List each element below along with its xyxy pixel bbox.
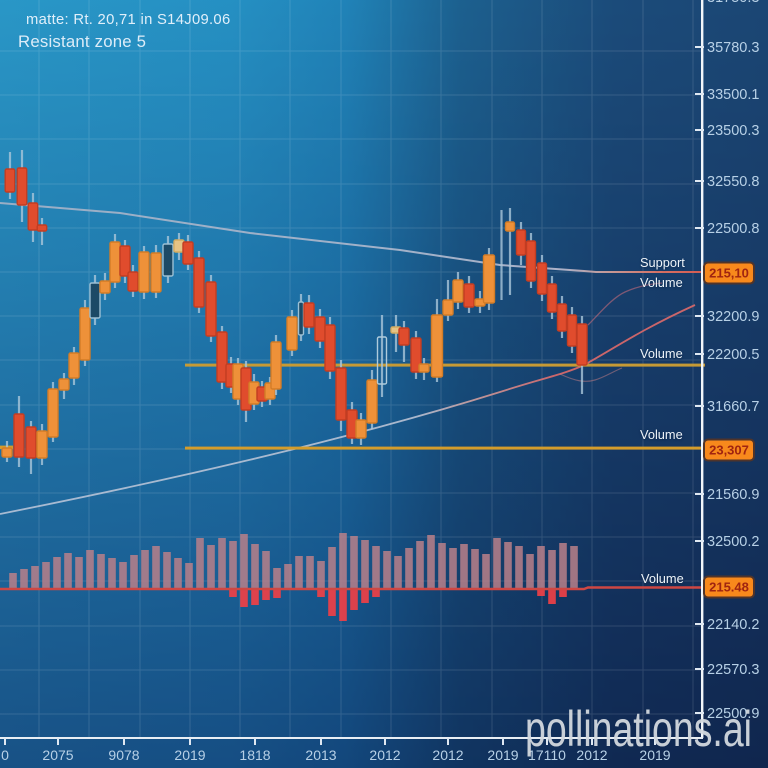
svg-text:9078: 9078 xyxy=(108,747,139,763)
svg-text:35780.3: 35780.3 xyxy=(707,40,759,56)
svg-text:pollinations.ai: pollinations.ai xyxy=(525,701,752,757)
svg-text:31660.7: 31660.7 xyxy=(707,399,759,415)
svg-text:Volume: Volume xyxy=(640,275,683,290)
svg-text:Volume: Volume xyxy=(640,427,683,442)
svg-text:17110: 17110 xyxy=(528,747,566,763)
svg-text:Resistant zone 5: Resistant zone 5 xyxy=(18,32,146,51)
svg-text:2019: 2019 xyxy=(487,747,518,763)
svg-text:Volume: Volume xyxy=(641,571,684,586)
svg-text:2012: 2012 xyxy=(432,747,463,763)
svg-text:33500.1: 33500.1 xyxy=(707,87,759,103)
svg-text:22140.2: 22140.2 xyxy=(707,617,759,633)
svg-text:23500.3: 23500.3 xyxy=(707,123,759,139)
svg-text:2019: 2019 xyxy=(174,747,205,763)
svg-text:2012: 2012 xyxy=(576,747,607,763)
svg-text:21560.9: 21560.9 xyxy=(707,487,759,503)
svg-text:22500.8: 22500.8 xyxy=(707,221,759,237)
svg-text:matte: Rt. 20,71 in S14J09.06: matte: Rt. 20,71 in S14J09.06 xyxy=(26,12,230,28)
svg-text:215.48: 215.48 xyxy=(709,580,749,595)
svg-text:215,10: 215,10 xyxy=(709,266,749,281)
svg-text:2012: 2012 xyxy=(369,747,400,763)
svg-text:22200.5: 22200.5 xyxy=(707,347,759,363)
svg-text:Support: Support xyxy=(640,255,685,270)
svg-text:2013: 2013 xyxy=(305,747,336,763)
svg-text:22500.9: 22500.9 xyxy=(707,706,759,722)
svg-text:31750.3: 31750.3 xyxy=(707,0,759,6)
svg-text:32200.9: 32200.9 xyxy=(707,309,759,325)
svg-text:32500.2: 32500.2 xyxy=(707,534,759,550)
svg-text:Volume: Volume xyxy=(640,346,683,361)
svg-text:2019: 2019 xyxy=(639,747,670,763)
svg-text:1818: 1818 xyxy=(239,747,270,763)
svg-text:2075: 2075 xyxy=(42,747,73,763)
svg-text:32550.8: 32550.8 xyxy=(707,174,759,190)
svg-text:0: 0 xyxy=(1,747,9,763)
svg-text:23,307: 23,307 xyxy=(709,443,749,458)
svg-text:22570.3: 22570.3 xyxy=(707,662,759,678)
